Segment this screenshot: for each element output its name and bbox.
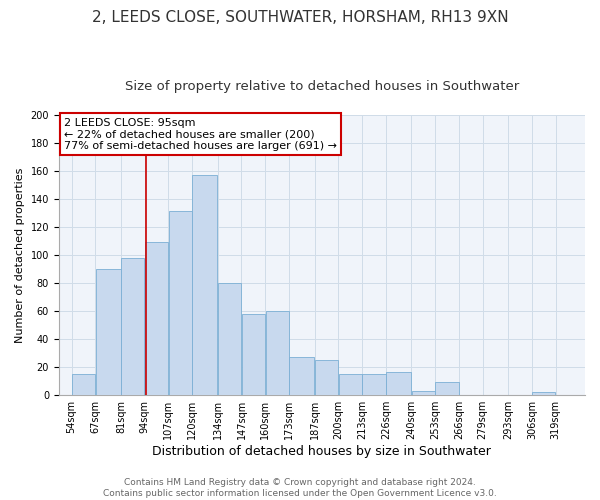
- Text: 2, LEEDS CLOSE, SOUTHWATER, HORSHAM, RH13 9XN: 2, LEEDS CLOSE, SOUTHWATER, HORSHAM, RH1…: [92, 10, 508, 25]
- Y-axis label: Number of detached properties: Number of detached properties: [15, 167, 25, 342]
- Bar: [72, 374, 95, 394]
- Bar: [266, 311, 289, 394]
- Bar: [532, 392, 556, 394]
- Bar: [121, 258, 145, 394]
- Bar: [386, 372, 411, 394]
- Bar: [315, 360, 338, 394]
- Title: Size of property relative to detached houses in Southwater: Size of property relative to detached ho…: [125, 80, 519, 93]
- Bar: [412, 390, 435, 394]
- Bar: [169, 212, 192, 394]
- Bar: [218, 283, 241, 395]
- Bar: [338, 374, 362, 394]
- Text: Contains HM Land Registry data © Crown copyright and database right 2024.
Contai: Contains HM Land Registry data © Crown c…: [103, 478, 497, 498]
- Bar: [289, 357, 314, 395]
- Text: 2 LEEDS CLOSE: 95sqm
← 22% of detached houses are smaller (200)
77% of semi-deta: 2 LEEDS CLOSE: 95sqm ← 22% of detached h…: [64, 118, 337, 151]
- Bar: [145, 242, 168, 394]
- Bar: [362, 374, 386, 394]
- Bar: [242, 314, 265, 394]
- Bar: [436, 382, 458, 394]
- Bar: [95, 269, 121, 394]
- Bar: [193, 175, 217, 394]
- X-axis label: Distribution of detached houses by size in Southwater: Distribution of detached houses by size …: [152, 444, 491, 458]
